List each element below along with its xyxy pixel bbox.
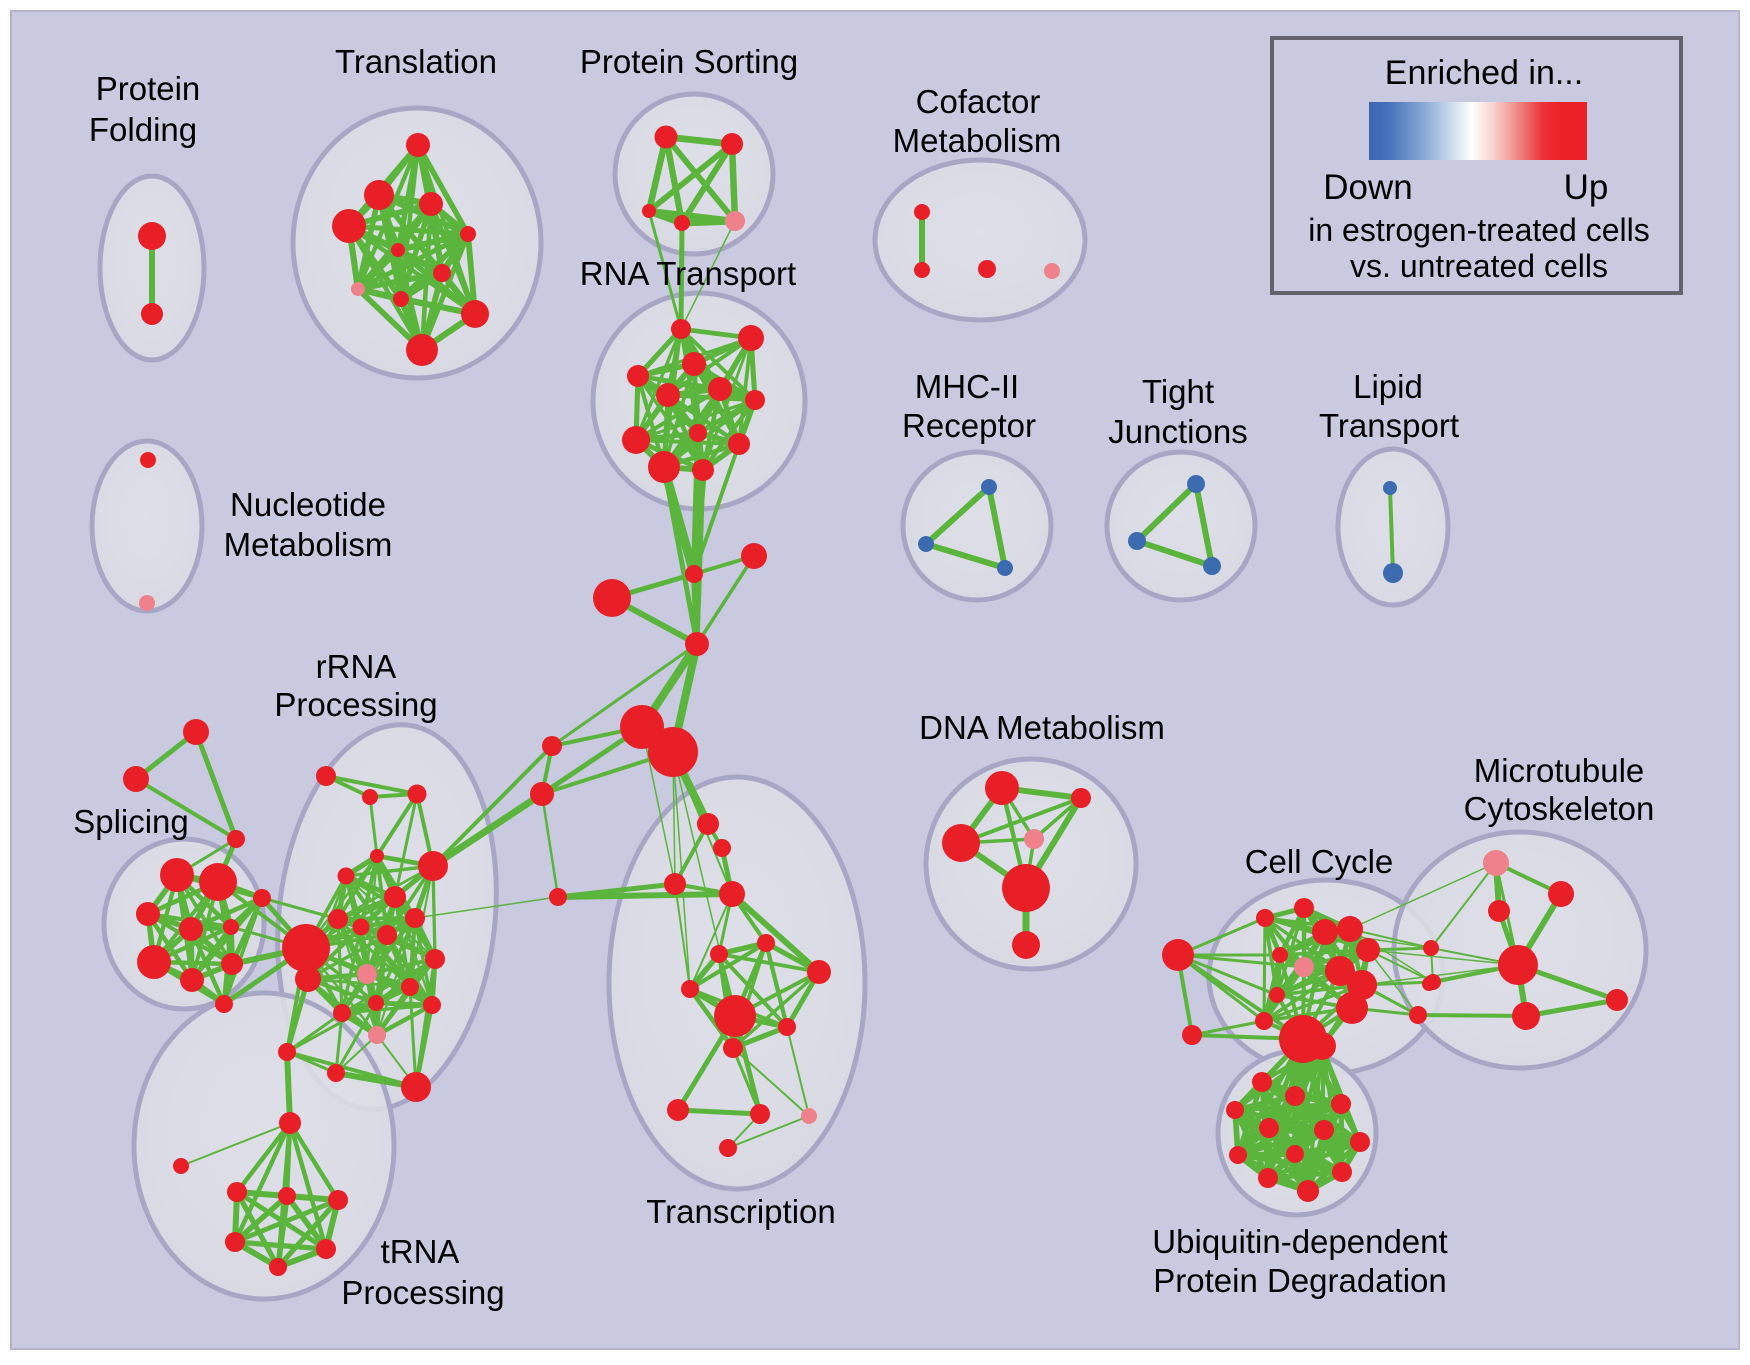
svg-text:Transcription: Transcription <box>646 1193 836 1230</box>
svg-text:Down: Down <box>1323 168 1412 207</box>
svg-text:Splicing: Splicing <box>73 803 189 840</box>
svg-text:Nucleotide: Nucleotide <box>230 486 386 523</box>
svg-text:Metabolism: Metabolism <box>893 122 1062 159</box>
svg-text:Translation: Translation <box>335 43 497 80</box>
svg-text:Ubiquitin-dependent: Ubiquitin-dependent <box>1152 1223 1447 1260</box>
svg-text:Junctions: Junctions <box>1108 413 1247 450</box>
svg-text:Up: Up <box>1564 168 1609 207</box>
svg-text:rRNA: rRNA <box>316 648 397 685</box>
svg-text:Cytoskeleton: Cytoskeleton <box>1464 790 1655 827</box>
svg-text:Processing: Processing <box>341 1274 504 1311</box>
svg-text:Lipid: Lipid <box>1353 368 1423 405</box>
svg-text:Receptor: Receptor <box>902 407 1036 444</box>
svg-text:DNA Metabolism: DNA Metabolism <box>919 709 1165 746</box>
svg-text:RNA Transport: RNA Transport <box>580 255 796 292</box>
svg-text:Processing: Processing <box>274 686 437 723</box>
svg-text:Tight: Tight <box>1142 373 1214 410</box>
svg-text:Folding: Folding <box>89 111 197 148</box>
svg-text:Enriched in...: Enriched in... <box>1385 54 1583 92</box>
svg-text:Microtubule: Microtubule <box>1474 752 1645 789</box>
svg-text:Protein Sorting: Protein Sorting <box>580 43 798 80</box>
svg-text:tRNA: tRNA <box>381 1233 460 1270</box>
svg-text:vs. untreated cells: vs. untreated cells <box>1350 248 1608 284</box>
svg-text:Protein Degradation: Protein Degradation <box>1153 1262 1447 1299</box>
svg-text:in estrogen-treated cells: in estrogen-treated cells <box>1308 212 1650 248</box>
svg-text:Cell Cycle: Cell Cycle <box>1245 843 1394 880</box>
svg-text:Metabolism: Metabolism <box>224 526 393 563</box>
svg-text:MHC-II: MHC-II <box>915 368 1019 405</box>
svg-text:Cofactor: Cofactor <box>916 83 1041 120</box>
svg-text:Transport: Transport <box>1319 407 1459 444</box>
svg-text:Protein: Protein <box>96 70 201 107</box>
